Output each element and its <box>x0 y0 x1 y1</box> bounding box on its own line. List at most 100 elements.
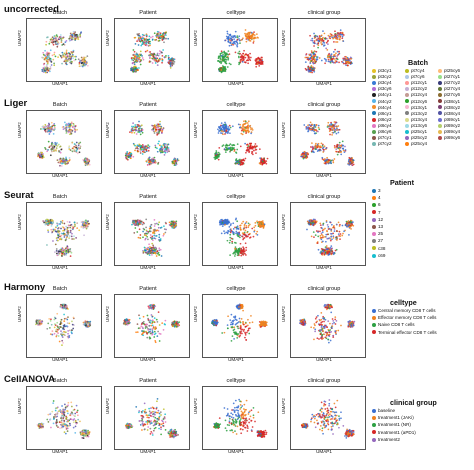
cell-point <box>152 56 155 58</box>
cell-point <box>338 230 341 233</box>
cell-point <box>85 162 87 165</box>
cell-point <box>310 60 313 63</box>
cell-point <box>247 146 249 149</box>
cell-point <box>60 232 63 235</box>
cell-point <box>311 39 314 42</box>
cell-point <box>152 58 155 61</box>
cell-point <box>312 51 315 54</box>
scatter-canvas <box>304 29 353 74</box>
cell-point <box>224 55 227 58</box>
cell-point <box>69 231 72 234</box>
cell-point <box>311 71 313 74</box>
cell-point <box>170 63 173 66</box>
cell-point <box>131 127 134 130</box>
cell-point <box>311 142 313 144</box>
cell-point <box>168 221 171 224</box>
cell-point <box>139 127 141 129</box>
cell-point <box>50 38 53 40</box>
cell-point <box>171 161 174 163</box>
cell-point <box>246 231 249 234</box>
cell-point <box>227 37 230 39</box>
cell-point <box>344 148 347 151</box>
cell-point <box>305 127 308 130</box>
cell-point <box>51 54 54 57</box>
cell-point <box>221 58 224 60</box>
cell-point <box>315 146 318 149</box>
cell-point <box>337 32 340 34</box>
cell-point <box>338 50 340 53</box>
cell-point <box>254 221 257 224</box>
cell-point <box>152 162 154 164</box>
cell-point <box>58 233 61 235</box>
cell-point <box>143 148 146 151</box>
cell-point <box>149 42 151 45</box>
cell-point <box>44 49 46 52</box>
cell-point <box>85 220 88 223</box>
cell-point <box>323 145 326 148</box>
cell-point <box>49 66 52 68</box>
cell-point <box>313 37 316 40</box>
cell-point <box>42 126 45 129</box>
cell-point <box>173 159 175 162</box>
cell-point <box>169 59 172 62</box>
cell-point <box>74 58 77 61</box>
cell-point <box>75 144 77 147</box>
cell-point <box>152 251 154 253</box>
cell-point <box>331 60 334 63</box>
cell-point <box>147 246 149 249</box>
cell-point <box>58 250 61 253</box>
cell-point <box>75 150 78 152</box>
cell-point <box>157 33 160 35</box>
cell-point <box>54 243 57 246</box>
cell-point <box>147 44 150 47</box>
cell-point <box>256 145 258 148</box>
cell-point <box>66 220 69 223</box>
cell-point <box>319 145 322 147</box>
cell-point <box>57 41 59 44</box>
cell-point <box>339 146 342 149</box>
cell-point <box>338 38 341 41</box>
cell-point <box>229 132 231 135</box>
cell-point <box>240 254 243 257</box>
cell-point <box>331 247 334 250</box>
cell-point <box>255 33 258 35</box>
cell-point <box>306 126 308 128</box>
cell-point <box>47 51 50 54</box>
cell-point <box>61 255 63 257</box>
cell-point <box>72 150 75 153</box>
cell-point <box>325 47 328 50</box>
cell-point <box>349 62 352 64</box>
cell-point <box>50 224 53 227</box>
cell-point <box>41 70 44 73</box>
cell-point <box>124 154 127 157</box>
cell-point <box>139 40 142 43</box>
cell-point <box>320 59 323 62</box>
cell-point <box>139 130 141 132</box>
cell-point <box>163 154 166 156</box>
cell-point <box>169 66 172 69</box>
cell-point <box>309 124 312 127</box>
cell-point <box>167 143 170 146</box>
cell-point <box>46 150 49 153</box>
cell-point <box>314 55 317 57</box>
cell-point <box>311 123 313 126</box>
cell-point <box>321 40 323 43</box>
cell-point <box>148 38 151 41</box>
cell-point <box>329 238 332 240</box>
cell-point <box>47 61 49 63</box>
cell-point <box>345 62 347 65</box>
cell-point <box>53 123 56 125</box>
cell-point <box>239 224 242 227</box>
cell-point <box>245 254 247 256</box>
umap-panel: celltype UMAP2 UMAP1 <box>193 102 278 180</box>
cell-point <box>55 149 57 151</box>
cell-point <box>142 252 145 254</box>
cell-point <box>232 231 235 234</box>
cell-point <box>332 235 335 238</box>
cell-point <box>56 45 59 48</box>
cell-point <box>160 51 163 54</box>
cell-point <box>155 54 158 57</box>
panel-title: celltype <box>226 194 246 200</box>
cell-point <box>86 223 89 226</box>
cell-point <box>245 249 247 251</box>
